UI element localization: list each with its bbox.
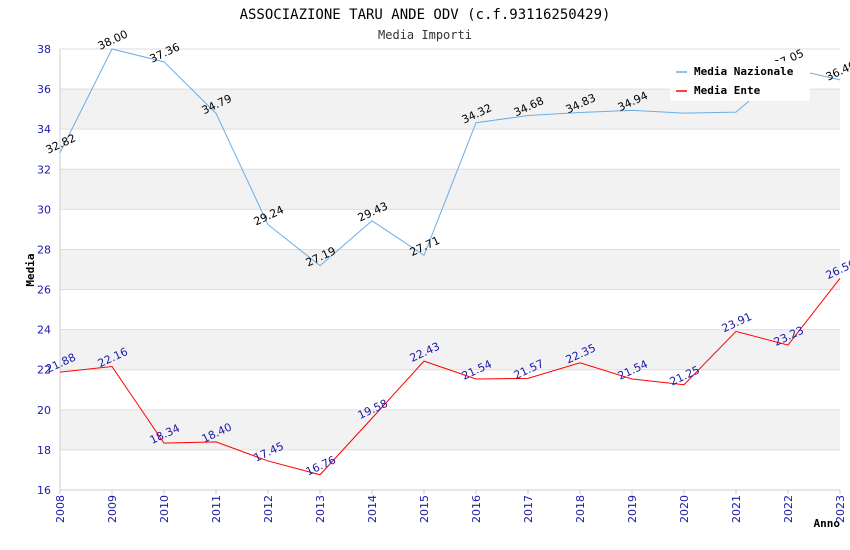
series-line-nazionale	[59, 48, 841, 267]
legend-label-nazionale: Media Nazionale	[694, 65, 794, 78]
y-tick-label: 20	[37, 404, 51, 417]
x-tick-label: 2013	[314, 495, 327, 523]
y-tick-label: 28	[37, 243, 51, 256]
series-line-ente	[59, 278, 841, 476]
grid-bands	[60, 89, 840, 450]
x-tick-label: 2021	[730, 495, 743, 523]
x-tick-label: 2019	[626, 495, 639, 523]
data-label: 37.36	[148, 40, 182, 65]
x-tick-label: 2011	[210, 495, 223, 523]
y-tick-label: 32	[37, 163, 51, 176]
x-tick-label: 2014	[366, 495, 379, 523]
x-tick-label: 2016	[470, 495, 483, 523]
y-tick-label: 18	[37, 444, 51, 457]
x-tick-label: 2017	[522, 495, 535, 523]
series-group	[59, 48, 841, 476]
x-tick-label: 2008	[54, 495, 67, 523]
y-tick-label: 22	[37, 364, 51, 377]
y-tick-label: 16	[37, 484, 51, 497]
x-tick-label: 2018	[574, 495, 587, 523]
data-label: 16.76	[304, 453, 338, 478]
y-tick-labels: 16 18 20 22 24 26 28 30 32 34 36 38	[37, 43, 51, 497]
chart-title: ASSOCIAZIONE TARU ANDE ODV (c.f.93116250…	[240, 7, 611, 23]
y-tick-label: 38	[37, 43, 51, 56]
chart-subtitle: Media Importi	[378, 28, 472, 42]
x-tick-label: 2009	[106, 495, 119, 523]
x-tick-label: 2015	[418, 495, 431, 523]
y-axis-label: Media	[24, 253, 37, 286]
legend-box	[670, 61, 810, 101]
y-tick-label: 30	[37, 203, 51, 216]
legend: Media Nazionale Media Ente	[670, 61, 810, 101]
y-tick-label: 26	[37, 284, 51, 297]
y-tick-label: 24	[37, 324, 51, 337]
x-tick-labels: 2008 2009 2010 2011 2012 2013 2014 2015 2016 2017…	[54, 495, 847, 523]
grid-band	[60, 249, 840, 290]
grid-band	[60, 409, 840, 450]
data-label: 36.46	[824, 58, 850, 83]
x-tick-label: 2022	[782, 495, 795, 523]
legend-label-ente: Media Ente	[694, 84, 761, 97]
x-tick-label: 2010	[158, 495, 171, 523]
x-tick-label: 2020	[678, 495, 691, 523]
y-tick-label: 36	[37, 83, 51, 96]
x-tick-label: 2023	[834, 495, 847, 523]
x-axis-label: Anno	[814, 517, 841, 530]
x-tick-label: 2012	[262, 495, 275, 523]
y-tick-label: 34	[37, 123, 51, 136]
grid-band	[60, 329, 840, 370]
